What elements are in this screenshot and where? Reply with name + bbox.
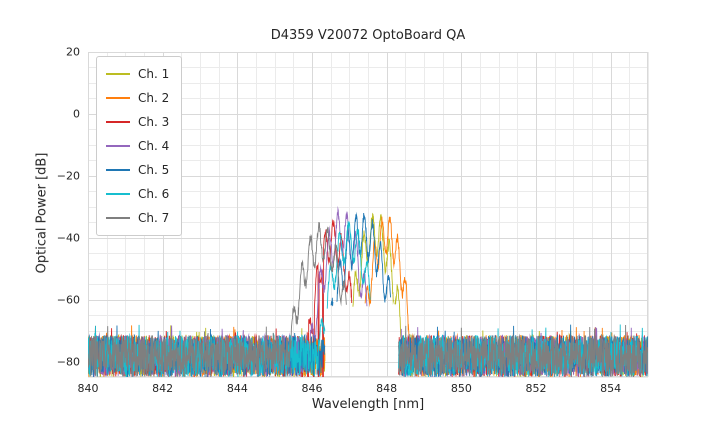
x-tick-label: 850 bbox=[450, 382, 472, 395]
legend-line-sample bbox=[106, 193, 130, 195]
x-tick-label: 854 bbox=[600, 382, 622, 395]
legend-item: Ch. 3 bbox=[106, 110, 169, 134]
legend-item: Ch. 2 bbox=[106, 86, 169, 110]
legend-item: Ch. 1 bbox=[106, 62, 169, 86]
legend-line-sample bbox=[106, 217, 130, 219]
legend-label: Ch. 4 bbox=[138, 139, 170, 153]
y-tick-label: −40 bbox=[56, 231, 80, 245]
legend-label: Ch. 6 bbox=[138, 187, 170, 201]
legend-label: Ch. 3 bbox=[138, 115, 170, 129]
x-tick-label: 840 bbox=[77, 382, 99, 395]
legend-line-sample bbox=[106, 145, 130, 147]
legend-label: Ch. 7 bbox=[138, 211, 170, 225]
x-tick-label: 844 bbox=[226, 382, 248, 395]
x-axis-label: Wavelength [nm] bbox=[311, 397, 425, 412]
y-tick-label: 0 bbox=[73, 107, 80, 121]
y-tick-label: −20 bbox=[56, 169, 80, 183]
legend-line-sample bbox=[106, 97, 130, 99]
legend-item: Ch. 4 bbox=[106, 134, 169, 158]
legend-label: Ch. 2 bbox=[138, 91, 170, 105]
y-axis-label: Optical Power [dB] bbox=[34, 152, 50, 274]
y-tick-label: 20 bbox=[66, 45, 80, 59]
legend: Ch. 1 Ch. 2 Ch. 3 Ch. 4 Ch. 5 Ch. 6 Ch. 7 bbox=[96, 56, 183, 236]
chart-title: D4359 V20072 OptoBoard QA bbox=[270, 28, 466, 43]
x-tick-label: 846 bbox=[301, 382, 323, 395]
x-tick-label: 852 bbox=[525, 382, 547, 395]
legend-item: Ch. 5 bbox=[106, 158, 169, 182]
y-tick-label: −80 bbox=[56, 355, 80, 369]
x-tick-label: 848 bbox=[376, 382, 398, 395]
y-tick-label: −60 bbox=[56, 293, 80, 307]
legend-label: Ch. 5 bbox=[138, 163, 170, 177]
legend-line-sample bbox=[106, 169, 130, 171]
legend-line-sample bbox=[106, 73, 130, 75]
legend-item: Ch. 6 bbox=[106, 182, 169, 206]
legend-line-sample bbox=[106, 121, 130, 123]
x-tick-label: 842 bbox=[152, 382, 174, 395]
legend-item: Ch. 7 bbox=[106, 206, 169, 230]
legend-label: Ch. 1 bbox=[138, 67, 170, 81]
